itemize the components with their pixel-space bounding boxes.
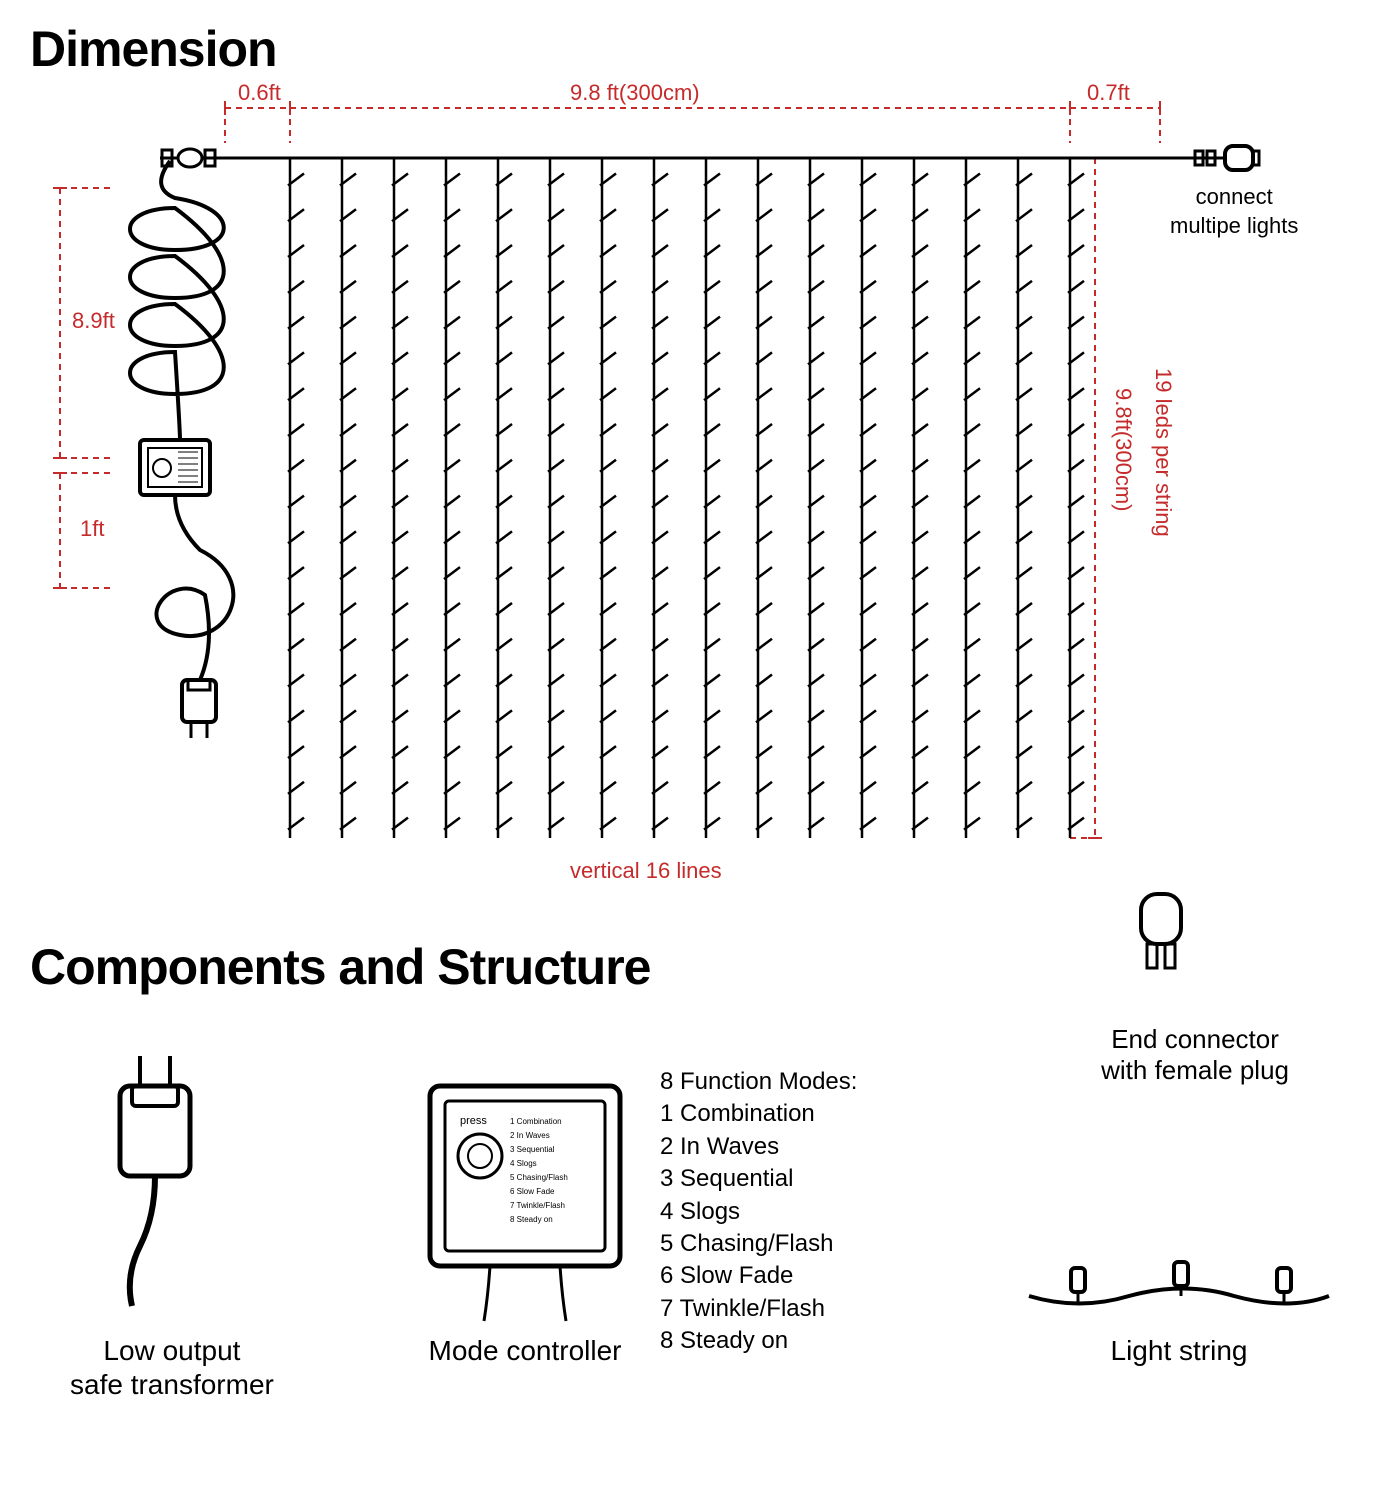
controller-label: Mode controller: [410, 1334, 640, 1368]
dim-top-right: 0.7ft: [1087, 80, 1130, 106]
dim-bottom: vertical 16 lines: [570, 858, 722, 884]
svg-text:8 Steady on: 8 Steady on: [510, 1215, 553, 1224]
dim-left-upper: 8.9ft: [72, 308, 115, 334]
transformer-icon: [70, 1046, 250, 1326]
mode-line-7: 7 Twinkle/Flash: [660, 1293, 857, 1325]
mode-line-4: 4 Slogs: [660, 1196, 857, 1228]
modes-title: 8 Function Modes:: [660, 1066, 857, 1098]
dimension-heading: Dimension: [30, 20, 1369, 78]
svg-text:5 Chasing/Flash: 5 Chasing/Flash: [510, 1173, 568, 1182]
light-string-component: Light string: [1019, 1216, 1339, 1368]
transformer-label-1: Low output: [103, 1335, 240, 1366]
connect-label-1: connect: [1196, 184, 1273, 209]
svg-text:7 Twinkle/Flash: 7 Twinkle/Flash: [510, 1201, 565, 1210]
controller-press-text: press: [460, 1115, 487, 1127]
mode-line-8: 8 Steady on: [660, 1325, 857, 1357]
svg-text:2 In Waves: 2 In Waves: [510, 1131, 550, 1140]
svg-text:4 Slogs: 4 Slogs: [510, 1159, 537, 1168]
svg-text:6 Slow Fade: 6 Slow Fade: [510, 1187, 555, 1196]
mode-line-3: 3 Sequential: [660, 1163, 857, 1195]
end-connector-label-2: with female plug: [1101, 1055, 1289, 1085]
modes-list: 8 Function Modes: 1 Combination2 In Wave…: [660, 1066, 857, 1358]
end-connector-component: End connector with female plug: [1101, 886, 1289, 1086]
transformer-component: Low output safe transformer: [70, 1046, 274, 1401]
mode-line-2: 2 In Waves: [660, 1131, 857, 1163]
light-string-icon: [1019, 1216, 1339, 1326]
mode-line-5: 5 Chasing/Flash: [660, 1228, 857, 1260]
light-string-label: Light string: [1019, 1334, 1339, 1368]
dim-top-main: 9.8 ft(300cm): [570, 80, 700, 106]
controller-icon: press 1 Combination 2 In Waves 3 Sequentia…: [410, 1066, 640, 1326]
controller-component: press 1 Combination2 In Waves3 Sequentia…: [410, 1066, 857, 1368]
svg-text:1 Combination: 1 Combination: [510, 1117, 562, 1126]
dimension-diagram: 0.6ft 9.8 ft(300cm) 0.7ft 8.9ft 1ft 9.8f…: [30, 88, 1369, 908]
end-connector-label-1: End connector: [1111, 1024, 1279, 1054]
connect-label-2: multipe lights: [1170, 213, 1298, 238]
mode-line-6: 6 Slow Fade: [660, 1260, 857, 1292]
dim-left-lower: 1ft: [80, 516, 104, 542]
svg-text:3 Sequential: 3 Sequential: [510, 1145, 555, 1154]
dim-right-height: 9.8ft(300cm): [1110, 388, 1136, 512]
dim-right-leds: 19 leds per string: [1150, 368, 1176, 537]
end-connector-icon: [1101, 886, 1221, 1016]
transformer-label-2: safe transformer: [70, 1369, 274, 1400]
dim-top-left: 0.6ft: [238, 80, 281, 106]
mode-line-1: 1 Combination: [660, 1098, 857, 1130]
